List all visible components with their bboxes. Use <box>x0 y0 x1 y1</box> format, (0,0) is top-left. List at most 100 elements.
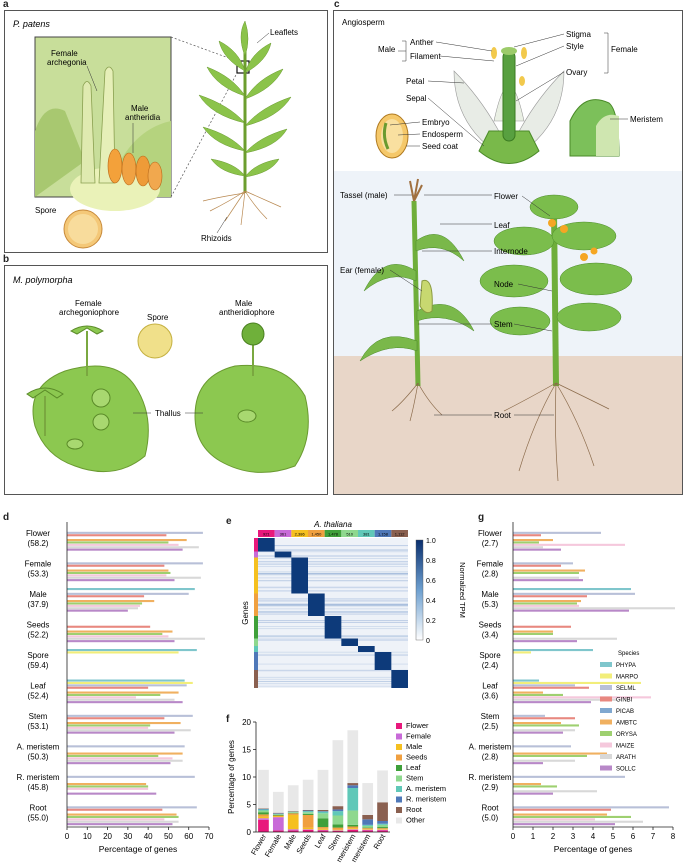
label-meristem: Meristem <box>630 115 663 124</box>
category-label-root: Root <box>482 804 500 813</box>
heatmap-streak <box>258 556 408 557</box>
legend-label-other: Other <box>406 816 425 825</box>
heatmap-streak <box>258 549 408 551</box>
legend-label-arath: ARATH <box>616 755 636 761</box>
heatmap-streak <box>258 561 408 562</box>
stack-a-meristem-flower <box>347 829 359 832</box>
legend-swatch-root <box>396 807 402 813</box>
stack-female-seeds <box>272 815 284 817</box>
heatmap-header-0 <box>258 530 275 537</box>
category-value-stem: (53.1) <box>28 722 49 731</box>
stack-female-stem <box>272 814 284 815</box>
bar-seeds-sollc <box>67 640 175 643</box>
legend-swatch-other <box>396 817 402 824</box>
panel-c: Angiosperm Anther Filament Male Stigma S… <box>333 10 683 495</box>
heatmap-y-label: Genes <box>241 601 250 625</box>
bar-root-orysa <box>67 815 179 818</box>
legend-swatch-seeds <box>396 754 402 761</box>
x-tick-label-30: 30 <box>123 832 132 841</box>
bar-r-meristem-ambtc <box>513 783 541 786</box>
bar-male-maize <box>67 604 141 607</box>
plant-labels: Tassel (male) Ear (female) Flower Leaf I… <box>340 191 528 420</box>
soil-background <box>334 356 682 494</box>
bar-root-maize <box>513 818 595 821</box>
bar-male-maize <box>513 604 579 607</box>
stack-root-flower <box>377 830 388 832</box>
heatmap-header-4 <box>324 530 342 537</box>
bar-stem-ginbi <box>67 717 165 720</box>
bar-female-sollc <box>67 579 175 582</box>
bar-male-ginbi <box>67 595 145 598</box>
flower-labels: Anther Filament Male Stigma Style Ovary … <box>378 30 638 103</box>
bar-male-arath <box>513 607 675 610</box>
colorbar-tick-2: 0.6 <box>426 578 436 585</box>
legend-label-ambtc: AMBTC <box>616 721 638 727</box>
heatmap-header-2 <box>291 530 308 537</box>
stack-stem-seeds <box>332 827 344 830</box>
bar-leaf-arath <box>67 698 175 701</box>
stack-r-meristem-female <box>362 829 374 831</box>
category-label-seeds: Seeds <box>27 621 50 630</box>
x-tick-label-20: 20 <box>103 832 112 841</box>
legend-swatch-arath <box>600 754 612 759</box>
label-male-antheridia: Male antheridia <box>125 104 161 122</box>
stack-a-meristem-seeds <box>347 826 359 829</box>
bar-male-ginbi <box>513 595 587 598</box>
bar-male-arath <box>67 607 138 610</box>
stack-a-meristem-root <box>347 783 359 786</box>
legend-swatch-stem <box>396 775 402 782</box>
stack-male-stem <box>287 812 299 813</box>
heatmap-streak <box>258 574 408 576</box>
panel-label-f: f <box>226 714 230 725</box>
heatmap-streak <box>258 611 408 612</box>
legend-label-selml: SELML <box>616 686 636 692</box>
heatmap-block-7 <box>374 652 392 670</box>
bar-male-selml <box>513 592 635 595</box>
heatmap-header-6 <box>358 530 375 537</box>
heatmap-rowgroup-4 <box>254 616 258 639</box>
bar-stem-ambtc <box>513 722 561 725</box>
bar-female-ambtc <box>67 569 169 572</box>
label-rhizoids: Rhizoids <box>201 234 232 243</box>
bar-male-orysa <box>67 602 143 605</box>
bar-spore-phypa <box>67 649 197 652</box>
category-label-seeds: Seeds <box>479 621 502 630</box>
panel-label-a: a <box>3 0 9 10</box>
bar-female-sollc <box>513 579 583 582</box>
stack-female-a-meristem <box>272 813 284 815</box>
y-axis-title: Percentage of genes <box>227 740 236 814</box>
inset-leaf-shape <box>35 108 85 197</box>
x-tick-label-5: 5 <box>611 832 616 841</box>
bar-flower-maize <box>67 543 179 546</box>
stack-stem-female <box>332 830 344 831</box>
label-male-flower: Male <box>378 45 396 54</box>
bar-leaf-ginbi <box>67 686 149 689</box>
bar-r-meristem-sollc <box>67 792 157 795</box>
bar-stem-arath <box>513 729 575 732</box>
stack-leaf-male <box>317 828 329 830</box>
bar-female-ginbi <box>513 564 561 567</box>
bar-a-meristem-orysa <box>513 754 587 757</box>
bar-leaf-maize <box>513 696 651 699</box>
stack-male-flower <box>287 830 299 832</box>
heatmap-count-1: 361 <box>280 532 287 537</box>
bar-male-ambtc <box>513 600 581 603</box>
stack-stem-stem <box>332 815 344 825</box>
stack-female-male <box>272 816 284 818</box>
panel-label-c: c <box>334 0 340 10</box>
bar-seeds-orysa <box>67 632 163 635</box>
y-tick-label-0: 0 <box>247 828 252 837</box>
stack-seeds-root <box>302 810 314 811</box>
heatmap-streak <box>258 549 408 551</box>
category-value-seeds: (3.4) <box>482 631 499 640</box>
bar-a-meristem-orysa <box>67 754 159 757</box>
category-value-a-meristem: (50.3) <box>28 753 49 762</box>
category-label-leaf: Leaf <box>30 682 46 691</box>
bar-flower-selml <box>513 531 601 534</box>
tomato-flowers <box>548 219 598 261</box>
stack-r-meristem-r-meristem <box>362 819 374 825</box>
label-seedcoat: Seed coat <box>422 142 459 151</box>
legend-label-leaf: Leaf <box>406 763 422 772</box>
stack-root-a-meristem <box>377 823 388 825</box>
heatmap-rowgroup-1 <box>254 551 258 558</box>
